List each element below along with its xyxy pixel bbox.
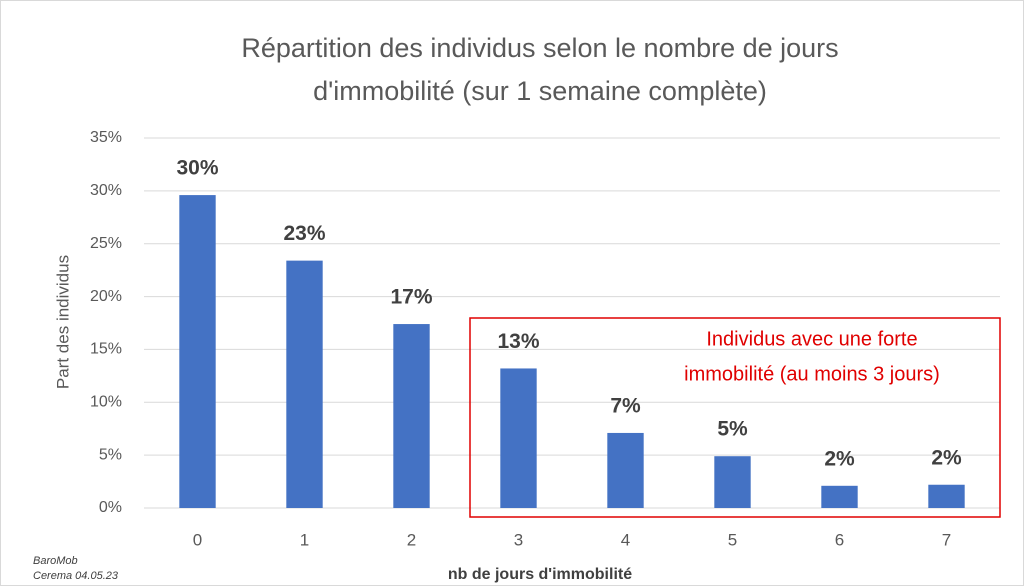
bar: [500, 368, 537, 508]
bar: [928, 484, 965, 508]
data-label: 13%: [497, 330, 539, 353]
chart-title: d'immobilité (sur 1 semaine complète): [313, 76, 767, 106]
annotation: Individus avec une forte: [706, 328, 917, 350]
x-tick-label: 5: [728, 530, 737, 549]
y-axis-label: Part des individus: [53, 255, 72, 389]
annotation: immobilité (au moins 3 jours): [684, 363, 940, 385]
chart-title: Répartition des individus selon le nombr…: [241, 33, 838, 63]
y-tick-label: 5%: [99, 446, 122, 463]
bar: [714, 456, 751, 508]
y-tick-label: 35%: [90, 129, 122, 146]
x-tick-label: 2: [407, 530, 416, 549]
x-tick-label: 1: [300, 530, 309, 549]
x-tick-label: 7: [942, 530, 951, 549]
data-label: 7%: [610, 394, 641, 417]
y-tick-label: 15%: [90, 341, 122, 358]
data-label: 23%: [283, 222, 325, 245]
y-tick-label: 20%: [90, 288, 122, 305]
bar: [393, 324, 430, 508]
x-axis-label: nb de jours d'immobilité: [448, 566, 632, 583]
x-tick-label: 4: [621, 530, 630, 549]
x-tick-label: 0: [193, 530, 202, 549]
source-note: Cerema 04.05.23: [33, 570, 119, 582]
x-tick-label: 3: [514, 530, 523, 549]
x-tick-label: 6: [835, 530, 844, 549]
data-label: 2%: [824, 447, 855, 470]
y-tick-label: 30%: [90, 182, 122, 199]
data-label: 2%: [931, 446, 962, 469]
data-label: 5%: [717, 418, 748, 441]
data-label: 30%: [176, 157, 218, 180]
bar: [179, 195, 216, 509]
data-label: 17%: [390, 286, 432, 309]
y-tick-label: 10%: [90, 394, 122, 411]
y-tick-label: 0%: [99, 499, 122, 516]
source-note: BaroMob: [33, 555, 78, 567]
y-tick-label: 25%: [90, 235, 122, 252]
bar: [286, 260, 323, 508]
annotation-box: [469, 317, 1001, 518]
bar: [607, 432, 644, 508]
bar: [821, 485, 858, 508]
